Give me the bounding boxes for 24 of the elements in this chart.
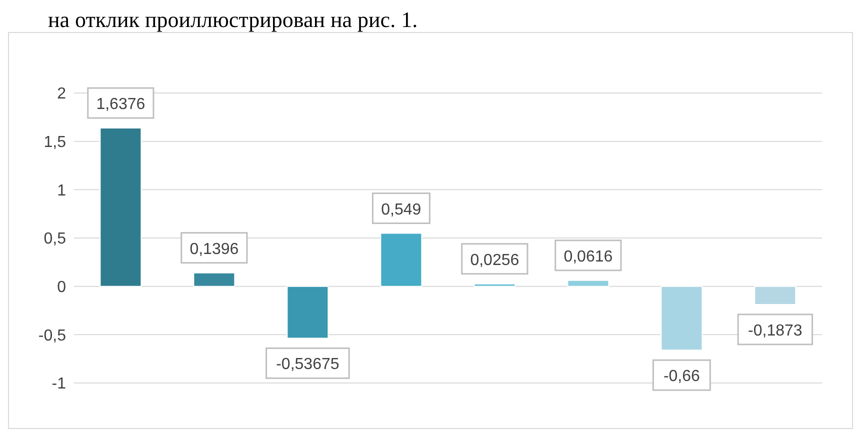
data-label: 0,549 xyxy=(381,201,422,218)
bar xyxy=(474,283,516,287)
data-label: -0,1873 xyxy=(748,322,802,340)
bar xyxy=(286,286,329,339)
data-label: -0,53675 xyxy=(276,356,340,374)
y-tick-label: -0,5 xyxy=(38,327,66,344)
data-label: 0,0616 xyxy=(564,248,613,266)
data-label: 0,0256 xyxy=(470,252,520,269)
data-label: -0,66 xyxy=(663,368,700,386)
y-tick-label: 0 xyxy=(57,279,66,296)
data-label: 1,6376 xyxy=(96,96,146,114)
y-tick-label: 2 xyxy=(57,86,66,103)
bar xyxy=(100,128,142,287)
y-tick-label: -1 xyxy=(52,376,66,393)
bar xyxy=(567,280,610,287)
y-tick-label: 1 xyxy=(57,182,66,200)
bar xyxy=(660,286,703,351)
data-label: 0,1396 xyxy=(190,240,239,258)
text: на отклик проиллюстрирован на рис. 1. xyxy=(47,7,419,32)
bar xyxy=(193,272,236,287)
bar xyxy=(754,286,796,305)
bar xyxy=(380,232,422,287)
y-tick-label: 0,5 xyxy=(44,230,66,248)
y-tick-label: 1,5 xyxy=(44,134,66,152)
